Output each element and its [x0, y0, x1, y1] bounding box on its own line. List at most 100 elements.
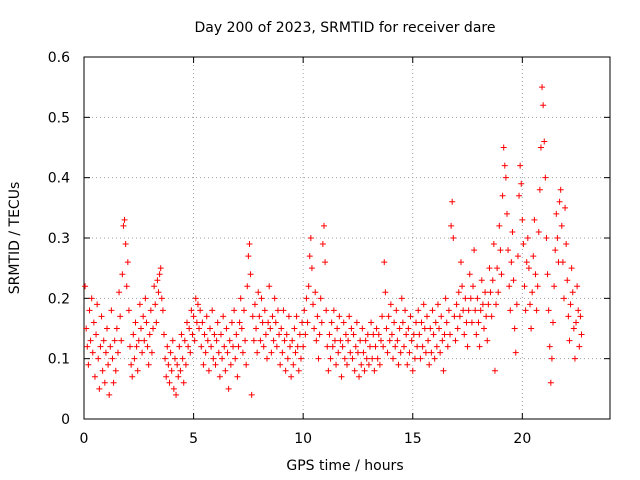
data-point: [330, 307, 337, 314]
data-point: [415, 307, 422, 314]
data-point: [578, 331, 585, 338]
data-point: [282, 367, 289, 374]
data-point: [501, 162, 508, 169]
data-point: [429, 307, 436, 314]
data-point: [537, 144, 544, 151]
data-point: [174, 361, 181, 368]
data-point: [534, 283, 541, 290]
y-tick-label: 0.5: [48, 110, 70, 126]
data-point: [414, 343, 421, 350]
data-point: [168, 367, 175, 374]
data-point: [244, 283, 251, 290]
data-point: [474, 295, 481, 302]
data-point: [550, 319, 557, 326]
data-point: [500, 144, 507, 151]
data-point: [453, 301, 460, 308]
data-point: [411, 355, 418, 362]
data-point: [577, 313, 584, 320]
data-point: [525, 265, 532, 272]
data-point: [377, 337, 384, 344]
data-point: [189, 331, 196, 338]
data-point: [428, 349, 435, 356]
data-point: [270, 337, 277, 344]
data-point: [490, 241, 497, 248]
data-point: [570, 325, 577, 332]
x-tick-label: 0: [80, 431, 89, 447]
x-tick-label: 15: [404, 431, 422, 447]
data-point: [441, 331, 448, 338]
data-point: [176, 343, 183, 350]
data-point: [166, 379, 173, 386]
data-point: [246, 241, 253, 248]
data-point: [205, 367, 212, 374]
data-point: [542, 174, 549, 181]
data-point: [215, 349, 222, 356]
data-point: [554, 235, 561, 241]
data-point: [125, 307, 132, 314]
data-point: [130, 331, 137, 338]
data-point: [273, 343, 280, 350]
data-point: [288, 373, 295, 380]
data-point: [197, 307, 204, 314]
data-point: [528, 325, 535, 332]
data-point: [521, 283, 528, 290]
data-point: [120, 222, 127, 229]
data-point: [276, 331, 283, 338]
data-point: [497, 247, 504, 254]
data-point: [133, 343, 140, 350]
data-point: [85, 361, 92, 368]
data-point: [421, 325, 428, 332]
data-point: [308, 265, 315, 272]
data-point: [237, 295, 244, 302]
x-axis-label: GPS time / hours: [286, 458, 403, 474]
data-point: [362, 337, 369, 344]
data-point: [540, 102, 547, 109]
data-point: [434, 301, 441, 308]
data-point: [259, 319, 266, 326]
data-point: [173, 391, 180, 398]
data-point: [439, 337, 446, 344]
data-point: [512, 349, 519, 356]
data-point: [422, 349, 429, 356]
y-tick-label: 0.2: [48, 291, 70, 307]
data-point: [186, 325, 193, 332]
data-point: [487, 289, 494, 296]
data-point: [365, 361, 372, 368]
data-point: [124, 259, 131, 266]
data-point: [375, 331, 382, 338]
data-point: [232, 355, 239, 362]
data-point: [440, 367, 447, 374]
data-point: [342, 331, 349, 338]
data-point: [513, 301, 520, 308]
data-point: [239, 349, 246, 356]
data-point: [488, 313, 495, 320]
data-point: [171, 355, 178, 362]
data-point: [302, 331, 309, 338]
data-point: [150, 325, 157, 332]
data-point: [290, 361, 297, 368]
data-point: [445, 307, 452, 314]
y-tick-label: 0.3: [48, 231, 70, 247]
data-point: [240, 307, 247, 314]
data-point: [576, 343, 583, 350]
data-point: [238, 325, 245, 332]
data-point: [202, 349, 209, 356]
data-point: [153, 319, 160, 326]
data-point: [143, 319, 150, 326]
data-point: [180, 379, 187, 386]
data-point: [551, 283, 558, 290]
data-point: [119, 271, 126, 278]
data-point: [464, 343, 471, 350]
data-point: [479, 301, 486, 308]
data-point: [285, 313, 292, 320]
data-point: [136, 301, 143, 308]
data-point: [523, 259, 530, 266]
data-point: [211, 331, 218, 338]
data-point: [334, 325, 341, 332]
data-point: [313, 337, 320, 344]
data-point: [271, 295, 278, 302]
data-point: [573, 319, 580, 326]
data-point: [96, 385, 103, 392]
data-point: [507, 307, 514, 314]
